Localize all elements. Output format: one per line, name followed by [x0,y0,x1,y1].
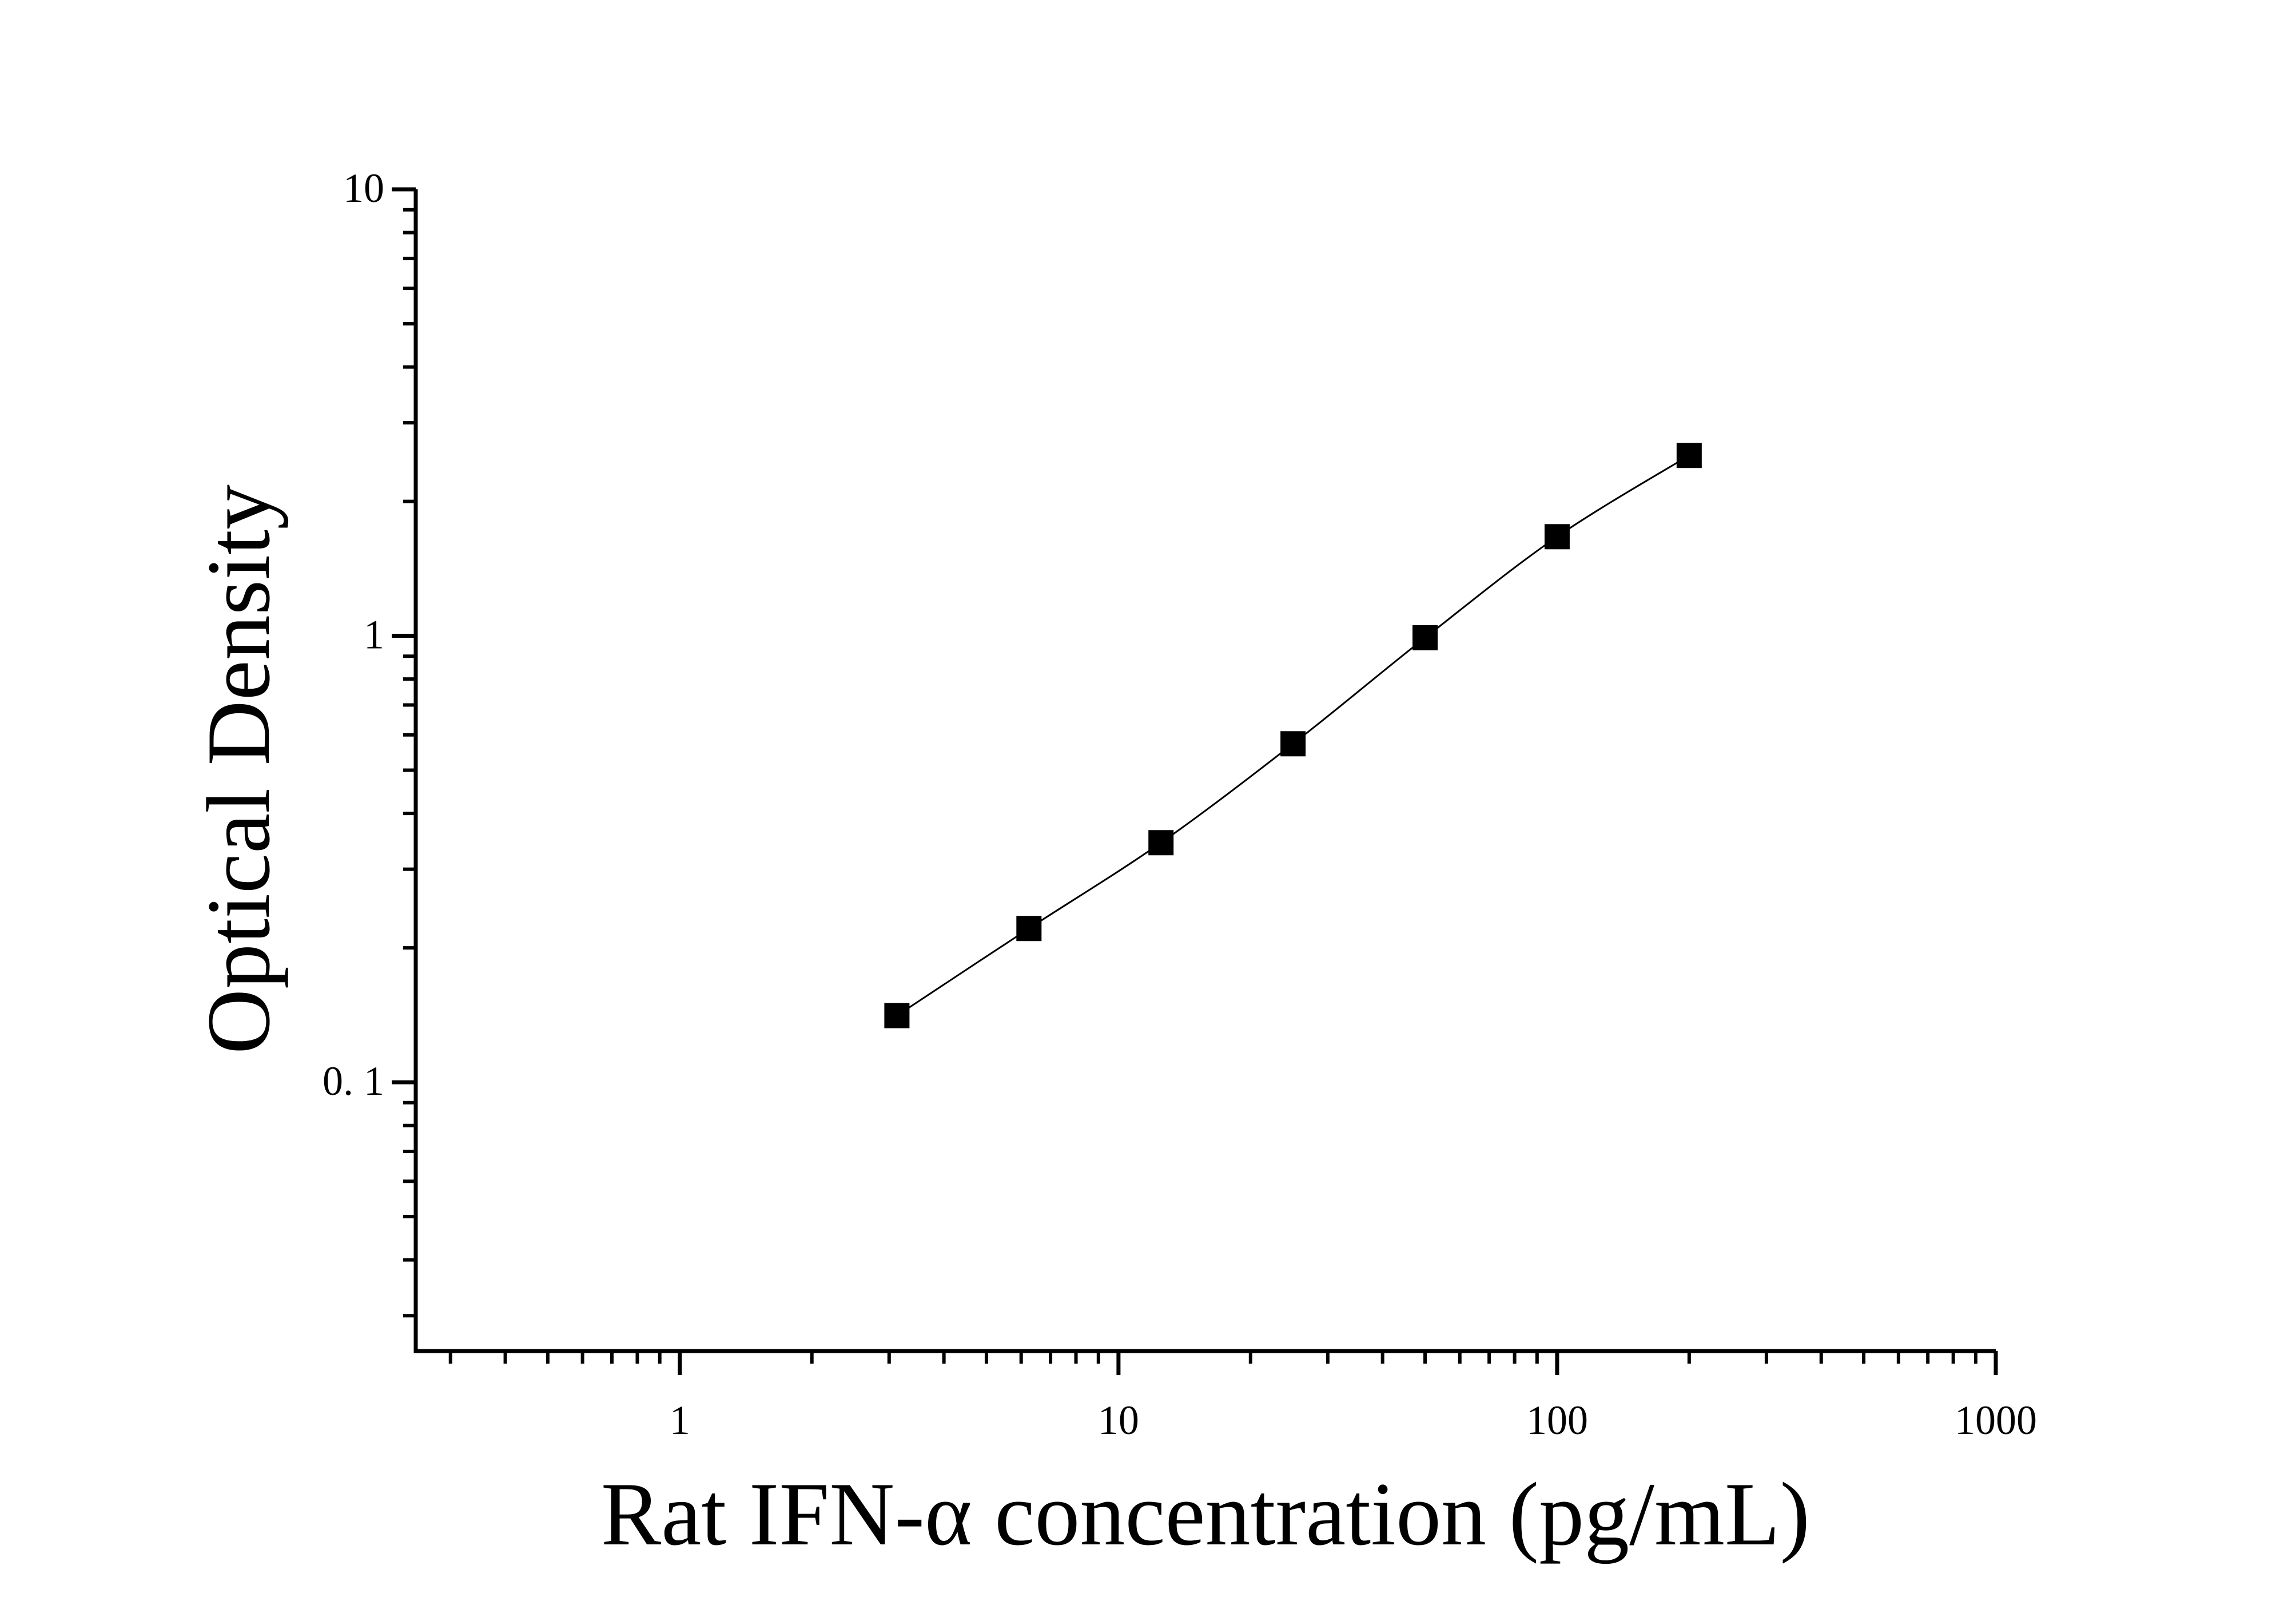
x-tick-label: 1000 [1955,1397,2037,1443]
y-tick-label: 1 [364,612,384,658]
data-point [1280,731,1306,757]
x-tick-label: 1 [670,1397,690,1443]
data-point [884,1003,910,1028]
x-axis-title: Rat IFN-α concentration (pg/mL) [601,1464,1810,1564]
x-tick-label: 100 [1526,1397,1588,1443]
data-point [1148,830,1174,856]
axes [392,187,1998,1375]
y-axis-title: Optical Density [189,484,289,1054]
data-points [884,443,1702,1028]
data-point [1544,524,1570,550]
y-tick-label: 0. 1 [323,1058,384,1104]
data-point [1016,916,1042,941]
y-tick-label: 10 [343,165,384,211]
data-point [1676,443,1702,468]
data-point [1412,625,1438,650]
x-tick-label: 10 [1098,1397,1139,1443]
tick-labels: 1 10 100 1000 0. 1 1 10 [323,165,2037,1443]
